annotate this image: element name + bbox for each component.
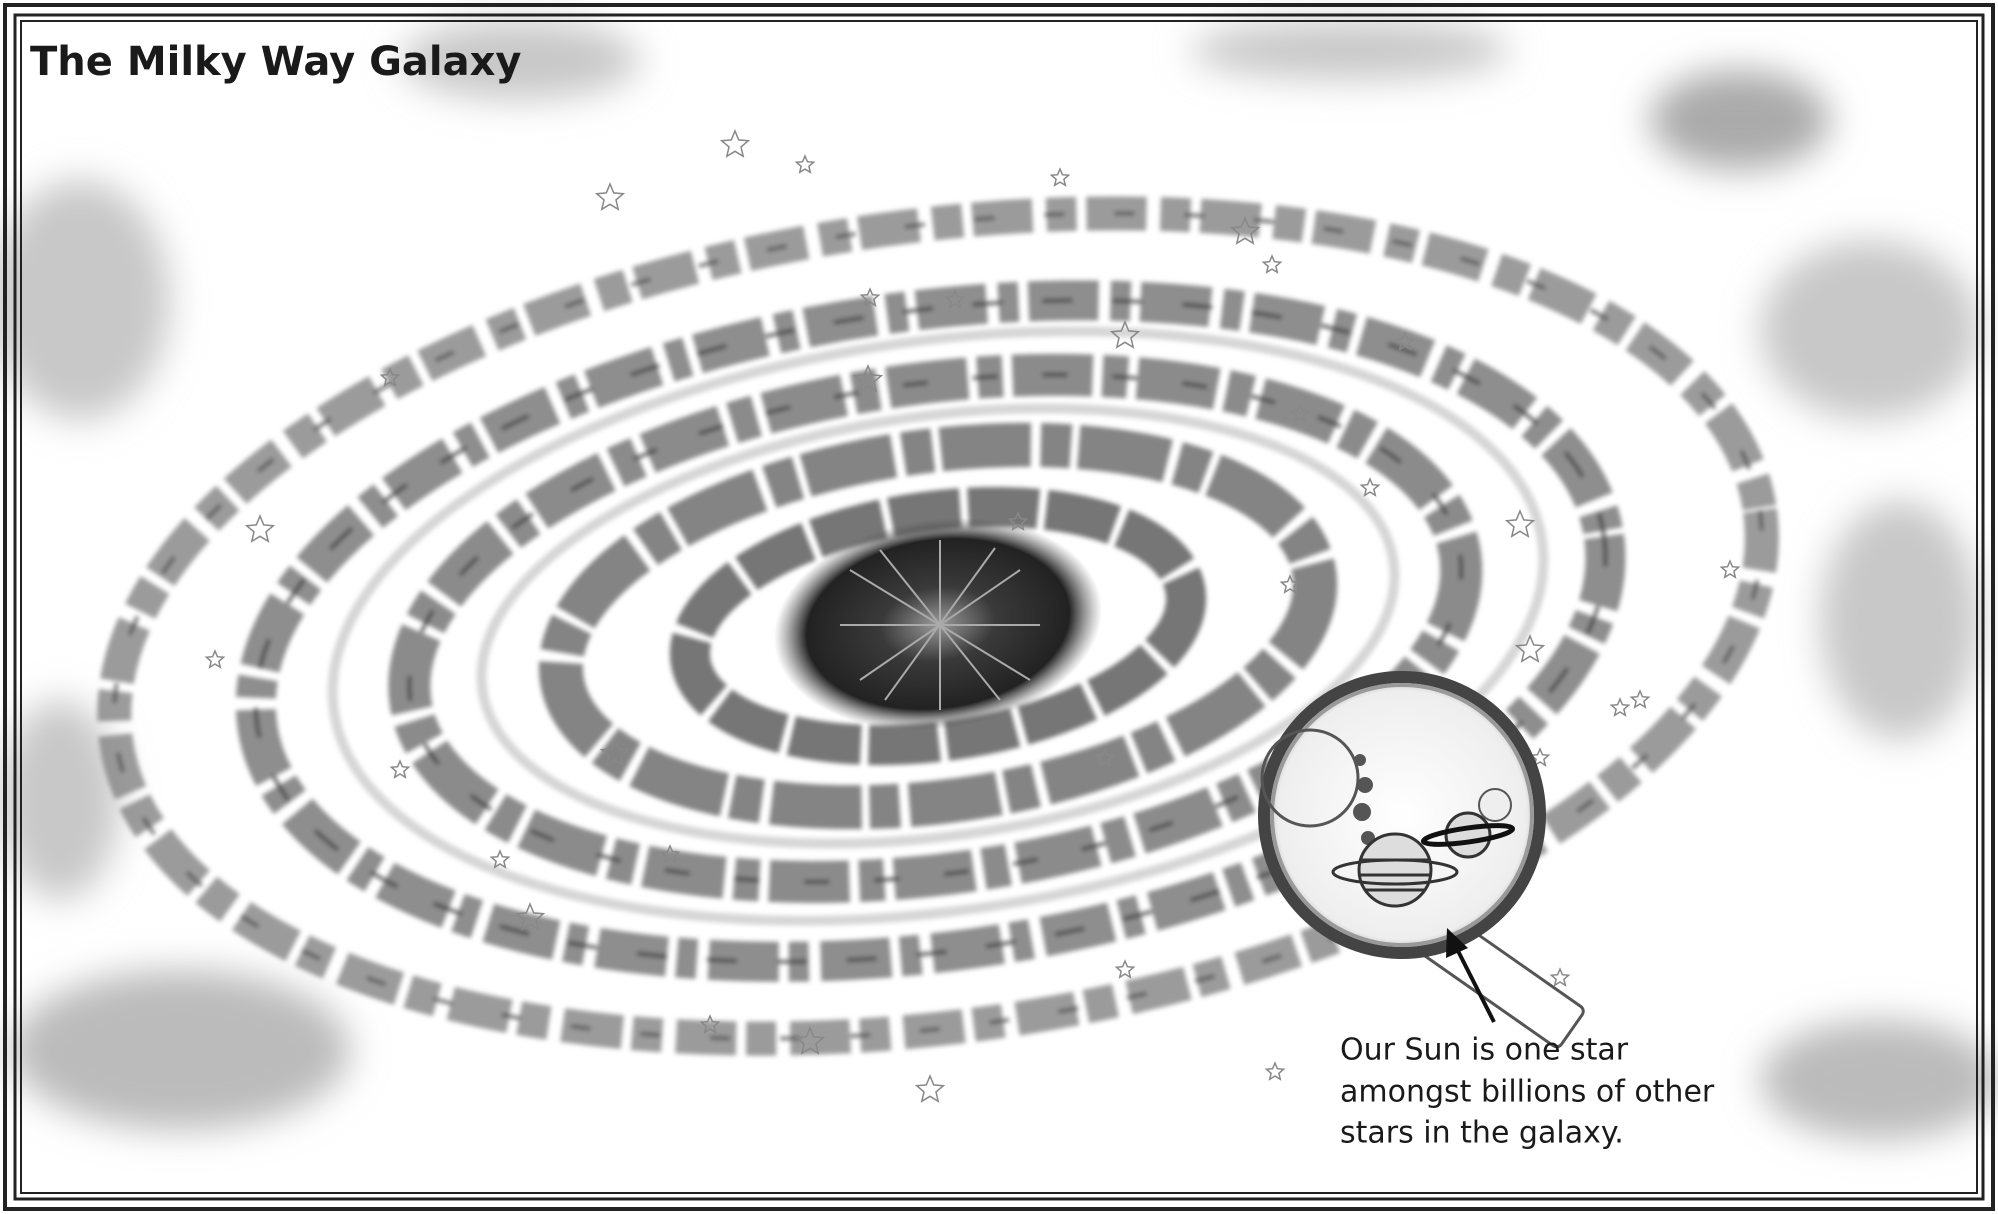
caption-line: amongst billions of other — [1340, 1075, 1715, 1110]
caption-line: Our Sun is one star — [1340, 1033, 1629, 1068]
galaxy-illustration: The Milky Way Galaxy Our Sun is one star… — [0, 0, 1998, 1214]
title: The Milky Way Galaxy — [30, 39, 522, 85]
caption-line: stars in the galaxy. — [1340, 1116, 1624, 1151]
